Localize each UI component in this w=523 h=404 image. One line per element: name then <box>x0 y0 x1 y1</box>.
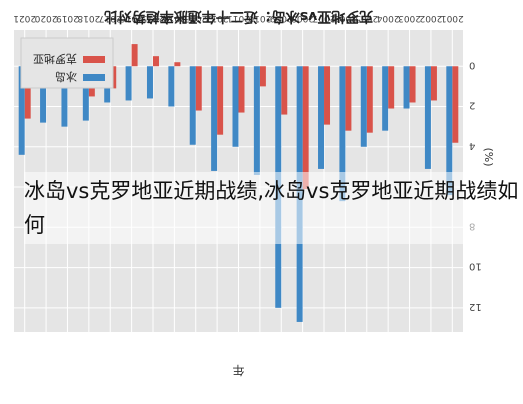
bar-croatia <box>366 66 373 133</box>
bar-croatia <box>195 66 202 111</box>
bar-croatia <box>217 66 224 135</box>
bar-croatia <box>131 44 138 67</box>
bar-iceland <box>382 66 389 131</box>
x-tick-label: 2016 <box>120 13 143 23</box>
legend-swatch <box>83 56 105 63</box>
bar-iceland <box>125 66 132 101</box>
bar-iceland <box>189 66 196 145</box>
bar-iceland <box>360 66 367 147</box>
x-axis-label: 年 <box>232 363 244 377</box>
x-tick-label: 2015 <box>142 13 165 23</box>
x-tick-label: 2002 <box>419 13 442 23</box>
overlay-caption: 冰岛vs克罗地亚近期战绩,冰岛vs克罗地亚近期战绩如何 <box>24 172 523 244</box>
y-tick-label: 2 <box>469 100 475 111</box>
y-tick-label: 10 <box>469 261 482 272</box>
bar-iceland <box>424 66 431 169</box>
bar-iceland <box>446 66 453 196</box>
x-tick-label: 2014 <box>163 13 186 23</box>
x-tick-label: 2003 <box>398 13 421 23</box>
bar-croatia <box>388 66 395 109</box>
bar-iceland <box>253 66 260 175</box>
x-tick-label: 2013 <box>184 13 207 23</box>
bar-iceland <box>318 66 325 169</box>
bar-croatia <box>409 66 416 103</box>
x-tick-label: 2020 <box>34 13 57 23</box>
bar-croatia <box>452 66 459 143</box>
x-tick-label: 2021 <box>13 13 36 23</box>
bar-croatia <box>259 66 266 87</box>
bar-croatia <box>238 66 245 113</box>
x-tick-label: 2018 <box>77 13 100 23</box>
bar-croatia <box>281 66 288 115</box>
y-axis-label: (%) <box>482 147 495 166</box>
chart-title: 克罗地亚vs冰岛：近二十年通胀率趋势对比 <box>104 8 373 25</box>
bar-iceland <box>146 66 153 99</box>
x-tick-label: 2009 <box>270 13 293 23</box>
bar-croatia <box>345 66 352 131</box>
x-tick-label: 2006 <box>334 13 357 23</box>
x-tick-label: 2008 <box>291 13 314 23</box>
x-tick-label: 2019 <box>56 13 79 23</box>
y-tick-label: 12 <box>469 301 482 312</box>
bar-iceland <box>40 66 47 123</box>
bar-iceland <box>61 66 68 127</box>
bar-croatia <box>430 66 437 101</box>
bar-iceland <box>168 66 175 107</box>
x-tick-label: 2010 <box>248 13 271 23</box>
bar-iceland <box>339 66 346 202</box>
x-tick-label: 2017 <box>99 13 122 23</box>
bar-croatia <box>302 66 309 190</box>
bar-croatia <box>324 66 331 125</box>
y-tick-label: 4 <box>469 140 475 151</box>
bar-iceland <box>232 66 239 147</box>
bar-iceland <box>82 66 89 121</box>
x-tick-label: 2007 <box>313 13 336 23</box>
tick-labels: 0246810122001200220032004200520062007200… <box>13 13 481 312</box>
legend-label: 冰岛 <box>55 70 77 84</box>
bar-croatia <box>152 56 159 67</box>
bar-croatia <box>174 62 181 67</box>
y-tick-label: 0 <box>469 59 475 70</box>
x-tick-label: 2012 <box>206 13 229 23</box>
legend-label: 克罗地亚 <box>33 52 77 65</box>
bar-iceland <box>403 66 410 109</box>
bar-iceland <box>18 66 25 155</box>
x-tick-label: 2004 <box>376 13 399 23</box>
legend-swatch <box>83 74 105 81</box>
bar-croatia <box>24 66 31 119</box>
x-tick-label: 2011 <box>227 13 250 23</box>
x-tick-label: 2001 <box>441 13 464 23</box>
bar-iceland <box>211 66 218 171</box>
x-tick-label: 2005 <box>355 13 378 23</box>
